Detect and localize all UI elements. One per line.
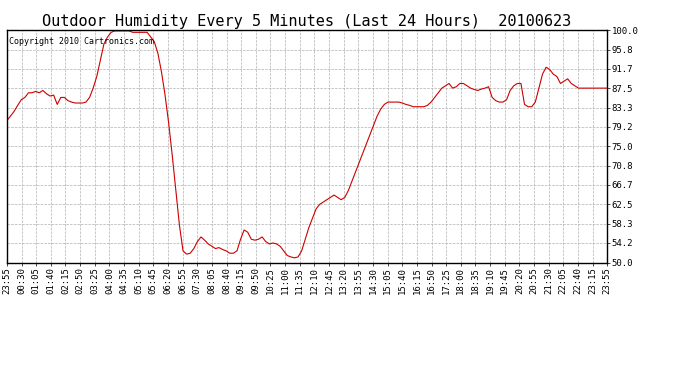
Text: Copyright 2010 Cartronics.com: Copyright 2010 Cartronics.com — [9, 37, 154, 46]
Title: Outdoor Humidity Every 5 Minutes (Last 24 Hours)  20100623: Outdoor Humidity Every 5 Minutes (Last 2… — [42, 14, 572, 29]
